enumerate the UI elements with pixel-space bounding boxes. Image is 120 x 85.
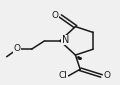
Text: O: O bbox=[103, 71, 110, 80]
Text: O: O bbox=[52, 11, 59, 20]
Text: O: O bbox=[14, 44, 21, 53]
Text: N: N bbox=[62, 35, 69, 45]
Text: Cl: Cl bbox=[58, 71, 67, 80]
